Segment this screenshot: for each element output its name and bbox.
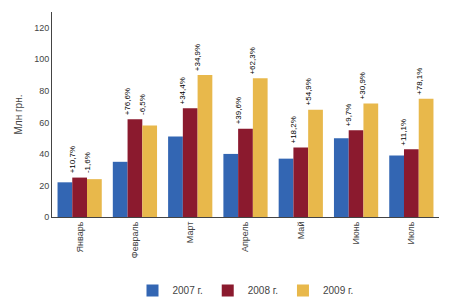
svg-text:+18,2%: +18,2%: [289, 116, 298, 143]
svg-text:Апрель: Апрель: [240, 221, 250, 252]
svg-text:Июль: Июль: [406, 221, 416, 244]
svg-text:120: 120: [34, 23, 49, 33]
svg-text:60: 60: [39, 118, 49, 128]
svg-text:Февраль: Февраль: [130, 221, 140, 258]
svg-text:+62,3%: +62,3%: [248, 47, 257, 74]
svg-text:2008 г.: 2008 г.: [248, 285, 278, 296]
svg-text:40: 40: [39, 149, 49, 159]
svg-text:+39,6%: +39,6%: [234, 97, 243, 124]
svg-text:+76,6%: +76,6%: [123, 88, 132, 115]
svg-text:2007 г.: 2007 г.: [173, 285, 203, 296]
svg-text:80: 80: [39, 86, 49, 96]
svg-text:+10,7%: +10,7%: [68, 146, 77, 173]
svg-text:Млн грн.: Млн грн.: [13, 95, 24, 135]
svg-text:+11,1%: +11,1%: [399, 119, 408, 146]
svg-text:+78,1%: +78,1%: [415, 68, 424, 95]
svg-text:20: 20: [39, 181, 49, 191]
svg-text:+9,7%: +9,7%: [344, 104, 353, 127]
svg-text:Январь: Январь: [75, 221, 85, 252]
svg-text:Март: Март: [185, 222, 195, 244]
svg-text:-1,6%: -1,6%: [83, 152, 92, 173]
svg-text:+34,4%: +34,4%: [178, 77, 187, 104]
svg-text:+34,9%: +34,9%: [193, 44, 202, 71]
svg-text:0: 0: [44, 212, 49, 222]
svg-text:Май: Май: [296, 222, 306, 240]
svg-text:+30,9%: +30,9%: [358, 72, 367, 99]
svg-text:2009 г.: 2009 г.: [323, 285, 353, 296]
svg-text:-6,5%: -6,5%: [138, 94, 147, 115]
svg-text:+54,9%: +54,9%: [304, 78, 313, 105]
svg-text:Июнь: Июнь: [351, 221, 361, 244]
svg-text:100: 100: [34, 54, 49, 64]
